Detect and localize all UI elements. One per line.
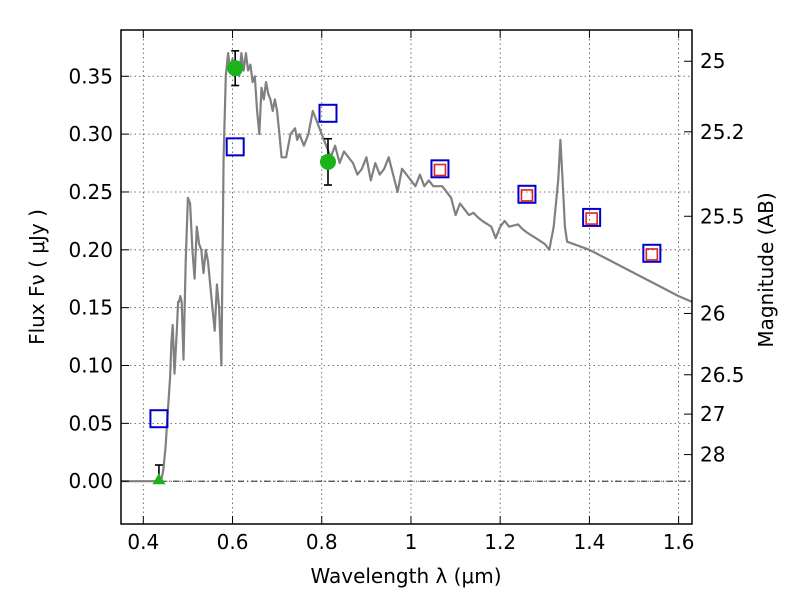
right-tick-label: 26.5 [700,363,745,387]
right-tick-label: 25 [700,49,725,73]
right-tick-label: 25.5 [700,204,745,228]
x-tick-label: 1.6 [663,530,695,554]
detection-point [227,60,244,77]
model-photometry-point [642,243,662,263]
y-tick-label: 0.20 [68,238,113,262]
y-tick-label: 0.05 [68,411,113,435]
spectrum-line [121,52,693,483]
model-photometry-point [318,103,338,123]
inner-photometry-point [585,212,598,225]
plot-frame [120,29,693,525]
inner-photometry-point [433,163,447,177]
inner-photometry-point [645,248,659,261]
y-axis-ticks: 0.00 0.05 0.10 0.15 0.20 0.25 0.30 0.35 [68,64,129,493]
photometry-markers [149,50,662,485]
upper-limit-point [152,473,166,485]
detection-point [319,153,336,170]
y-tick-label: 0.35 [68,64,113,88]
x-axis-title: Wavelength λ (μm) [310,564,501,588]
right-tick-label: 25.2 [700,120,745,144]
x-tick-label: 0.6 [217,530,249,554]
x-tick-label: 1.2 [484,530,516,554]
x-tick-label: 1.4 [573,530,605,554]
model-photometry-point [430,159,450,179]
x-axis-ticks: 0.4 0.6 0.8 1 1.2 1.4 1.6 [127,30,695,554]
grid-lines [121,30,692,524]
x-tick-label: 1 [405,530,418,554]
model-photometry-point [149,409,169,429]
x-tick-label: 0.4 [127,530,159,554]
y-tick-label: 0.25 [68,180,113,204]
model-photometry-point [517,184,537,204]
model-photometry-point [225,137,245,157]
y-tick-label: 0.10 [68,354,113,378]
y-tick-label: 0.15 [68,296,113,320]
model-photometry-point [582,207,602,227]
right-axis-title: Magnitude (AB) [754,192,778,347]
y-tick-label: 0.30 [68,122,113,146]
right-tick-label: 28 [700,443,725,467]
inner-photometry-point [520,189,534,202]
x-tick-label: 0.8 [306,530,338,554]
y-tick-label: 0.00 [68,469,113,493]
model-spectrum [121,52,693,483]
y-axis-title: Flux Fν ( μJy ) [25,209,49,345]
right-tick-label: 27 [700,402,725,426]
right-axis-ticks: 25 25.2 25.5 26 26.5 27 28 [684,49,745,467]
right-tick-label: 26 [700,301,725,325]
